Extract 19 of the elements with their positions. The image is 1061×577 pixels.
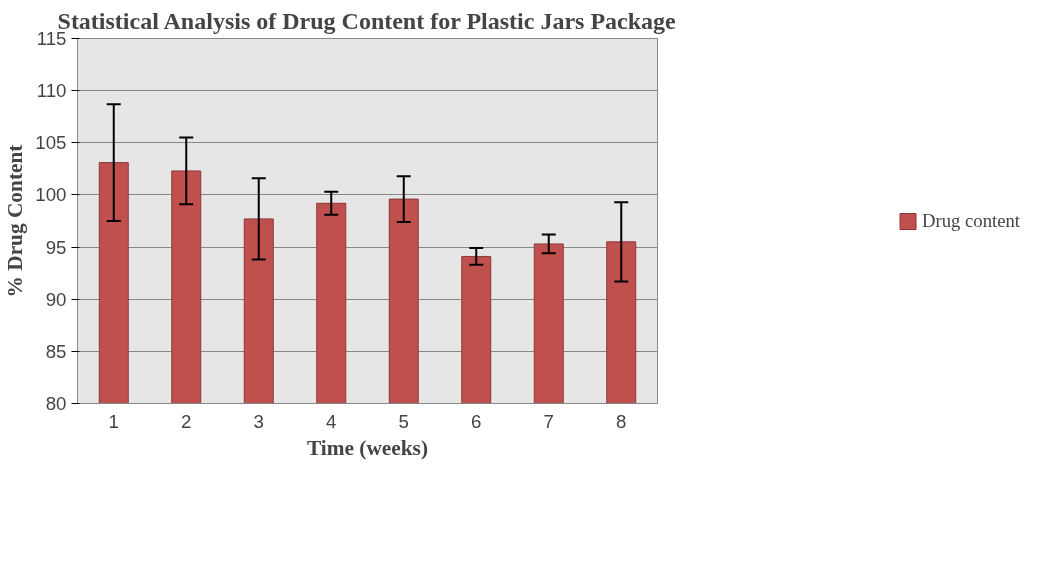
x-tick-label: 1 (108, 410, 119, 432)
x-tick-label: 8 (616, 410, 627, 432)
y-tick-label: 95 (45, 236, 67, 258)
y-tick-label: 105 (35, 132, 67, 154)
y-tick-label: 115 (36, 28, 67, 49)
y-tick-label: 110 (36, 80, 67, 102)
y-axis-title: % Drug Content (3, 143, 28, 298)
legend-label: Drug content (922, 209, 1020, 232)
x-axis-title: Time (weeks) (306, 435, 429, 460)
y-tick-label: 85 (45, 340, 67, 362)
x-tick-label: 4 (326, 410, 337, 432)
x-tick-label: 6 (471, 410, 482, 432)
y-tick-label: 80 (45, 393, 67, 414)
y-tick-label: 90 (45, 288, 67, 310)
y-tick-label: 100 (35, 184, 67, 206)
x-tick-label: 2 (181, 410, 192, 432)
x-tick-label: 7 (543, 410, 554, 432)
x-tick-label: 5 (398, 410, 409, 432)
x-tick-label: 3 (253, 410, 264, 432)
